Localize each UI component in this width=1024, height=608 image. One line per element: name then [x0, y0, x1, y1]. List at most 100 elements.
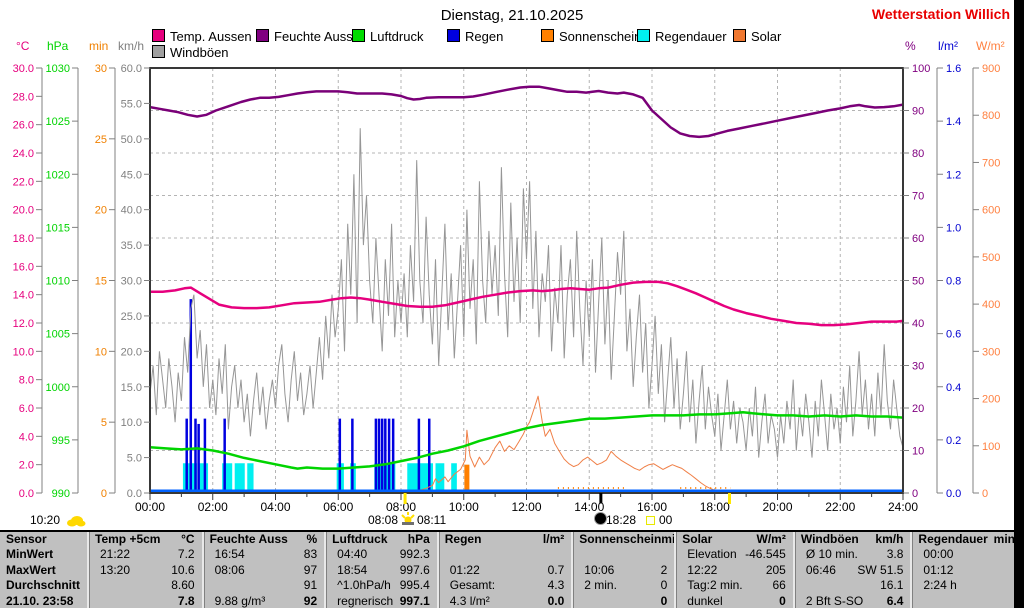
table-column-feuchte-auss: Feuchte Auss% 16:54 83 08:06 97 91 9.88 g/m³ 92	[204, 532, 327, 608]
table-cell: 04:40	[337, 547, 368, 562]
table-cell: 21:22	[100, 547, 131, 562]
tick-label-hPa: 995	[52, 435, 70, 447]
x-tick-label: 22:00	[825, 500, 855, 514]
legend-item-solar: Solar	[733, 29, 782, 44]
table-row: 12:22 205	[676, 563, 793, 578]
tick-label-degC: 16.0	[13, 261, 34, 273]
tick-label-pct: 60	[912, 233, 924, 245]
x-tick-label: 10:00	[449, 500, 479, 514]
series-regendauer	[222, 463, 233, 493]
table-column-labels: Sensor MinWert MaxWert Durchschnitt 21.10. 2…	[0, 532, 89, 608]
sunrise-start-label: 08:08	[368, 513, 399, 527]
table-cell: 12:22	[687, 562, 718, 577]
x-tick-label: 18:00	[700, 500, 730, 514]
tick-label-minutes: 25	[95, 134, 107, 146]
tick-label-wm2: 300	[982, 346, 1000, 358]
tick-label-kmh: 20.0	[121, 346, 142, 358]
table-row	[439, 547, 572, 562]
tick-label-kmh: 50.0	[121, 134, 142, 146]
table-header-row: Solar W/m²	[676, 532, 793, 547]
tick-label-minutes: 30	[95, 63, 107, 75]
table-cell: 997.6	[399, 562, 430, 577]
table-cell: 01:22	[449, 562, 480, 577]
table-column-windb-en: Windböen km/h Ø 10 min. 3.8 06:46 SW 51.5 16.1…	[795, 532, 913, 608]
left-time-label: 10:20	[30, 513, 61, 527]
x-tick-label: 02:00	[198, 500, 228, 514]
table-row: 7.8	[89, 594, 202, 608]
tick-label-pct: 100	[912, 63, 930, 75]
table-cell: 0	[660, 593, 668, 608]
tick-label-wm2: 700	[982, 157, 1000, 169]
table-row: 8.60	[89, 578, 202, 593]
axis-unit-min: min	[89, 39, 109, 53]
tick-label-wm2: 100	[982, 441, 1000, 453]
table-row: 9.88 g/m³ 92	[204, 594, 325, 608]
table-header-row: Regendauer min	[912, 532, 1022, 547]
tick-label-kmh: 40.0	[121, 205, 142, 217]
tick-label-lm2: 0.4	[946, 382, 961, 394]
tick-label-wm2: 200	[982, 394, 1000, 406]
column-title: Windböen	[800, 532, 859, 546]
right-border-strip	[1014, 0, 1024, 608]
table-cell: 992.3	[399, 547, 430, 562]
table-row: 01:12	[912, 563, 1022, 578]
series-regendauer	[451, 463, 457, 493]
column-unit: min	[993, 532, 1016, 546]
series-regendauer	[198, 463, 209, 493]
table-cell	[579, 547, 584, 562]
tick-label-pct: 30	[912, 361, 924, 373]
sunrise-end-label: 08:11	[417, 513, 447, 527]
tick-label-pct: 20	[912, 403, 924, 415]
table-cell: 8.60	[171, 578, 195, 593]
column-unit: km/h	[875, 532, 904, 546]
tick-label-degC: 6.0	[19, 403, 34, 415]
series-regen	[377, 418, 381, 493]
table-cell: 2 Bft S-SO	[805, 593, 864, 608]
tick-label-degC: 30.0	[13, 63, 34, 75]
legend-label: Luftdruck	[370, 29, 424, 44]
table-row: ^1.0hPa/h 995.4	[326, 578, 437, 593]
table-cell: 01:12	[923, 562, 954, 577]
column-title: Luftdruck	[332, 532, 388, 546]
x-tick-label: 00:00	[135, 500, 165, 514]
legend-label: Solar	[751, 29, 782, 44]
x-tick-label: 06:00	[323, 500, 353, 514]
series-luftdruck	[149, 410, 904, 470]
table-cell: 7.8	[177, 593, 195, 608]
tick-label-wm2: 400	[982, 299, 1000, 311]
table-row: 08:06 97	[204, 563, 325, 578]
table-cell: SW 51.5	[857, 562, 904, 577]
column-title: Solar	[682, 532, 713, 546]
table-row: 4.3 l/m² 0.0	[439, 594, 572, 608]
tick-label-kmh: 15.0	[121, 382, 142, 394]
series-regen	[189, 299, 193, 493]
series-regen	[387, 418, 391, 493]
column-title: Temp +5cm	[95, 532, 161, 546]
regendauer-swatch-icon	[637, 29, 650, 42]
table-row: Ø 10 min. 3.8	[795, 547, 911, 562]
luftdruck-swatch-icon	[352, 29, 365, 42]
table-cell: Ø 10 min.	[805, 547, 858, 562]
table-column-solar: Solar W/m² Elevation -46.545 12:22 205 Tag:2 m…	[676, 532, 795, 608]
table-row: regnerisch 997.1	[326, 594, 437, 608]
axis-unit-wm2: W/m²	[976, 39, 1005, 53]
series-windb-en	[149, 128, 904, 458]
table-header-row: Windböen km/h	[795, 532, 911, 547]
table-row-label: MaxWert	[0, 563, 87, 578]
table-cell	[445, 547, 450, 562]
table-cell: -46.545	[745, 547, 786, 562]
tick-label-degC: 8.0	[19, 375, 34, 387]
legend-item-sonnenschein: Sonnenschein	[541, 29, 641, 44]
tick-label-pct: 80	[912, 148, 924, 160]
sunrise-icon	[401, 512, 415, 525]
tick-label-degC: 12.0	[13, 318, 34, 330]
series-regen	[391, 418, 395, 493]
tick-label-lm2: 1.6	[946, 63, 961, 75]
table-header-row: Luftdruck hPa	[326, 532, 437, 547]
column-unit: °C	[181, 532, 195, 546]
table-row: 10:06 2	[573, 563, 674, 578]
tick-label-hPa: 1020	[46, 169, 70, 181]
tick-label-degC: 2.0	[19, 460, 34, 472]
legend-item-windboeen: Windböen	[152, 45, 229, 60]
series-regen	[374, 418, 378, 493]
